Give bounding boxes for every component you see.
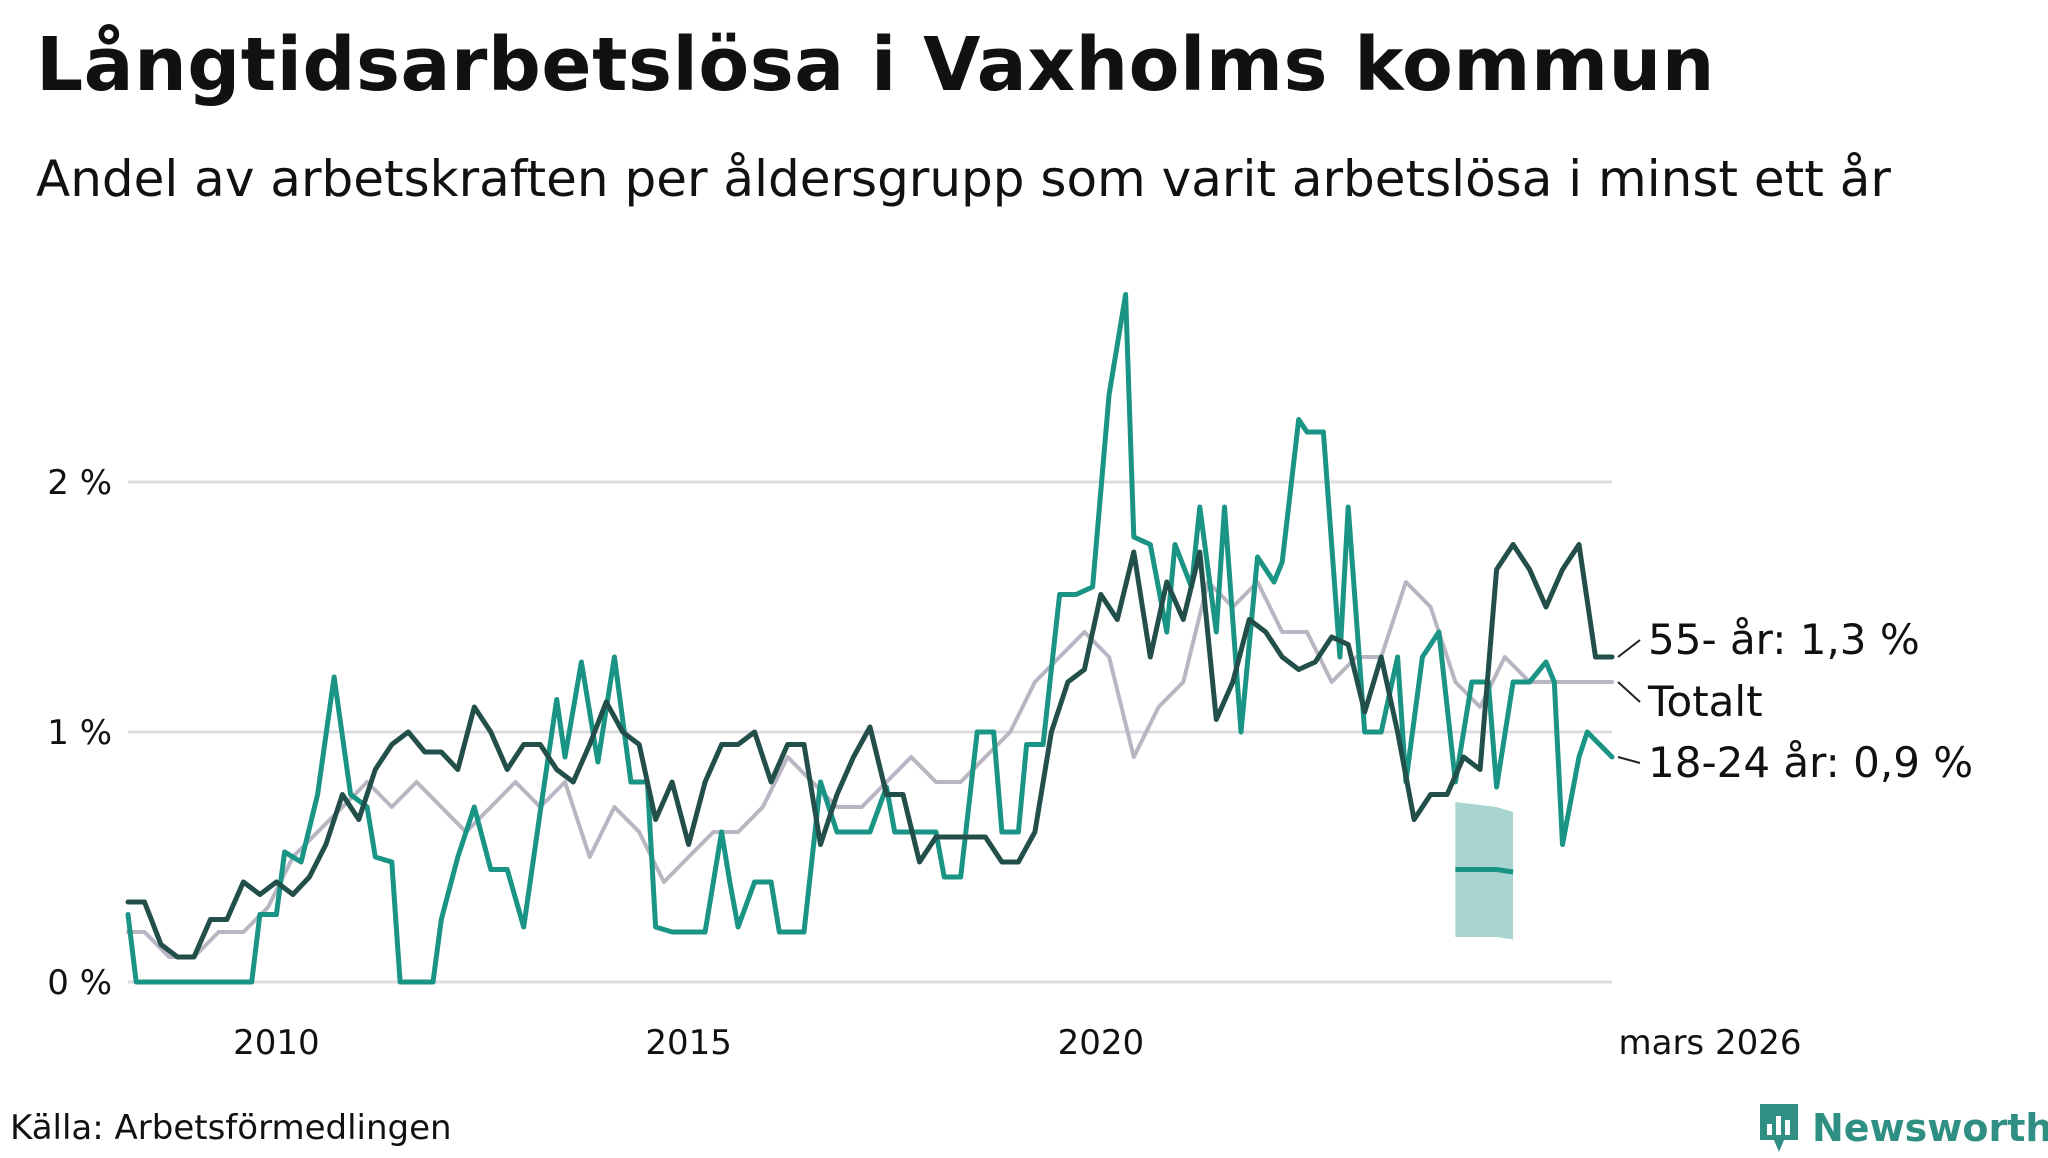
y-tick-label: 1 % bbox=[47, 713, 112, 753]
series-line-total bbox=[126, 580, 1614, 959]
leader-line bbox=[1617, 681, 1641, 703]
series-end-label: Totalt bbox=[1647, 677, 1763, 726]
newsworthy-logo-icon bbox=[1760, 1104, 1798, 1152]
y-tick-label: 2 % bbox=[47, 463, 112, 503]
x-tick-label: mars 2026 bbox=[1619, 1023, 1802, 1063]
x-tick-label: 2015 bbox=[645, 1023, 732, 1063]
x-axis-ticks: 2010 2015 2020 mars 2026 bbox=[233, 1023, 1801, 1063]
series-line-age18_24-band-segment bbox=[1455, 867, 1514, 875]
series-line-age18_24 bbox=[125, 292, 1615, 985]
chart-subtitle: Andel av arbetskraften per åldersgrupp s… bbox=[36, 150, 1891, 208]
series-end-label: 55- år: 1,3 % bbox=[1648, 615, 1920, 664]
y-tick-label: 0 % bbox=[47, 963, 112, 1003]
x-tick-label: 2010 bbox=[233, 1023, 320, 1063]
series-line-age55 bbox=[125, 542, 1615, 960]
series-end-labels: Totalt 18-24 år: 0,9 % 55- år: 1,3 % bbox=[1617, 615, 1973, 787]
brand-logo: Newsworthy bbox=[1756, 1098, 2048, 1158]
y-axis-ticks: 0 % 1 % 2 % bbox=[47, 463, 112, 1003]
source-note: Källa: Arbetsförmedlingen bbox=[10, 1108, 452, 1148]
series-lines bbox=[125, 292, 1615, 985]
series-end-label: 18-24 år: 0,9 % bbox=[1648, 738, 1973, 787]
brand-name: Newsworthy bbox=[1812, 1106, 2048, 1150]
x-tick-label: 2020 bbox=[1058, 1023, 1145, 1063]
chart-title: Långtidsarbetslösa i Vaxholms kommun bbox=[36, 22, 1715, 108]
leader-line bbox=[1617, 756, 1641, 764]
leader-line bbox=[1617, 639, 1641, 658]
